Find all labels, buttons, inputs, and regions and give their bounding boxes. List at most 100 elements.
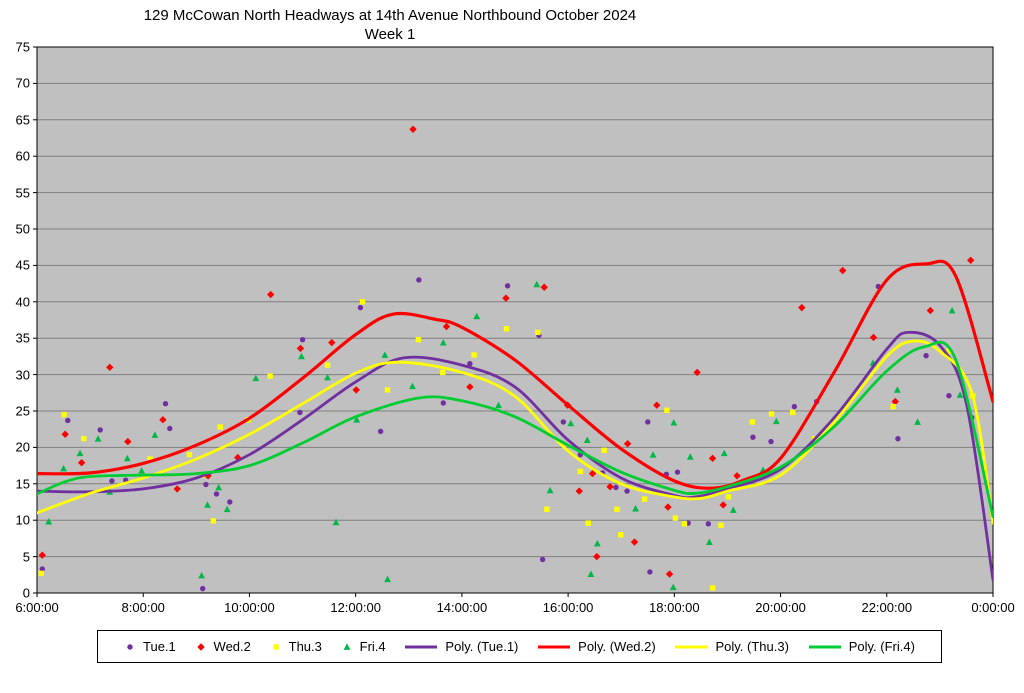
- x-axis-tick-label: 20:00:00: [755, 600, 806, 615]
- scatter-point: [623, 440, 632, 448]
- scatter-point: [442, 322, 451, 331]
- scatter-point: [106, 363, 114, 372]
- scatter-point: [575, 487, 583, 495]
- scatter-point: [669, 583, 677, 591]
- scatter-point: [535, 329, 541, 336]
- chart-title: 129 McCowan North Headways at 14th Avenu…: [0, 6, 780, 44]
- scatter-point: [790, 409, 796, 416]
- scatter-point: [946, 393, 952, 399]
- scatter-point: [588, 469, 597, 478]
- scatter-point: [186, 451, 193, 458]
- trendline-polytue1: [37, 330, 993, 582]
- scatter-point: [709, 585, 716, 591]
- y-axis-tick-label: 55: [15, 185, 30, 201]
- scatter-point: [61, 430, 69, 438]
- x-axis-tick-label: 14:00:00: [436, 600, 488, 615]
- scatter-point: [466, 383, 474, 391]
- scatter-point: [223, 505, 231, 513]
- scatter-point: [39, 566, 46, 572]
- scatter-point: [440, 369, 446, 376]
- series-wed2-points: [38, 125, 975, 578]
- y-axis-tick-label: 40: [15, 294, 30, 310]
- scatter-point: [768, 438, 774, 445]
- scatter-point: [324, 373, 331, 381]
- scatter-point: [353, 416, 361, 423]
- scatter-point: [384, 575, 391, 583]
- legend-item-fri4: Fri.4: [341, 639, 386, 654]
- x-axis-tick-label: 0:00:00: [971, 600, 1015, 615]
- scatter-point: [439, 338, 447, 346]
- scatter-point: [167, 425, 173, 432]
- scatter-point: [502, 294, 510, 302]
- legend-square-icon: [272, 643, 279, 650]
- scatter-point: [495, 401, 502, 409]
- y-axis-tick-label: 35: [15, 330, 30, 346]
- scatter-point: [585, 520, 591, 526]
- scatter-point: [718, 522, 724, 528]
- scatter-point: [227, 499, 233, 505]
- scatter-point: [252, 374, 260, 382]
- x-axis-tick-label: 22:00:00: [861, 600, 913, 615]
- legend-item-tue1: Tue.1: [124, 639, 176, 654]
- scatter-point: [601, 447, 607, 454]
- scatter-point: [97, 427, 103, 433]
- x-axis-tick-label: 16:00:00: [542, 600, 594, 615]
- x-axis-tick-label: 18:00:00: [649, 600, 700, 615]
- scatter-point: [750, 434, 756, 440]
- scatter-point: [504, 283, 511, 289]
- plot-border: [36, 46, 994, 594]
- gridlines: [33, 46, 994, 597]
- legend-circle-icon: [127, 643, 133, 650]
- scatter-point: [38, 551, 47, 559]
- y-axis-tick-label: 0: [22, 585, 30, 601]
- x-axis-tick-label: 6:00:00: [15, 600, 59, 615]
- scatter-point: [926, 306, 935, 315]
- scatter-point: [159, 416, 167, 424]
- legend-item-polythu3: Poly. (Thu.3): [674, 639, 789, 654]
- scatter-point: [416, 277, 422, 283]
- y-axis-tick-label: 70: [15, 75, 30, 91]
- scatter-point: [213, 491, 220, 497]
- legend-item-wed2: Wed.2: [195, 639, 251, 654]
- scatter-point: [617, 532, 624, 538]
- scatter-point: [296, 344, 305, 353]
- scatter-point: [45, 518, 53, 525]
- scatter-point: [725, 494, 732, 500]
- scatter-point: [966, 256, 975, 265]
- series-thu3-points: [38, 299, 976, 591]
- scatter-point: [670, 419, 678, 426]
- scatter-point: [719, 501, 727, 509]
- scatter-point: [798, 303, 806, 312]
- legend-label: Wed.2: [213, 639, 251, 654]
- scatter-point: [409, 125, 417, 133]
- trendline-polyfri4: [37, 340, 993, 518]
- x-axis-tick-label: 10:00:00: [224, 600, 275, 615]
- scatter-point: [384, 387, 391, 393]
- scatter-point: [593, 539, 601, 547]
- scatter-point: [665, 570, 674, 578]
- scatter-point: [768, 411, 775, 417]
- scatter-point: [894, 386, 901, 393]
- legend-item-thu3: Thu.3: [270, 639, 322, 654]
- scatter-point: [471, 352, 477, 358]
- scatter-point: [647, 569, 653, 575]
- scatter-point: [895, 435, 901, 442]
- scatter-point: [567, 419, 575, 427]
- scatter-point: [606, 483, 614, 491]
- scatter-point: [733, 472, 741, 480]
- scatter-point: [693, 368, 701, 377]
- scatter-point: [674, 469, 681, 475]
- scatter-point: [299, 336, 306, 343]
- scatter-point: [217, 424, 223, 430]
- scatter-point: [297, 409, 303, 416]
- scatter-point: [473, 312, 481, 320]
- scatter-point: [914, 418, 921, 425]
- scatter-point: [76, 449, 84, 457]
- scatter-point: [923, 352, 929, 359]
- scatter-point: [332, 518, 340, 526]
- scatter-point: [838, 266, 847, 275]
- scatter-point: [749, 419, 756, 425]
- scatter-point: [649, 451, 657, 458]
- scatter-point: [203, 481, 209, 488]
- scatter-point: [653, 401, 661, 409]
